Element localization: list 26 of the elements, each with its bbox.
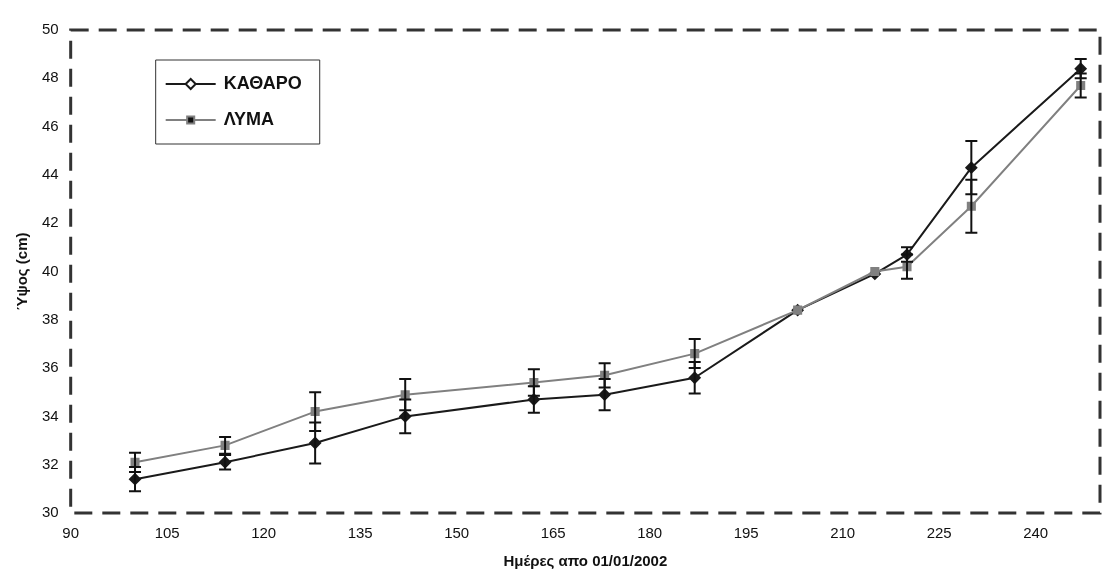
- legend-label: ΛΥΜΑ: [223, 108, 275, 129]
- y-tick-label: 34: [42, 406, 59, 424]
- legend-label: ΚΑΘΑΡΟ: [223, 72, 302, 93]
- x-tick-label: 135: [347, 524, 373, 542]
- x-tick-label: 90: [62, 524, 80, 542]
- y-tick-label: 36: [42, 358, 59, 376]
- x-tick-label: 165: [540, 524, 566, 542]
- y-tick-label: 46: [42, 116, 59, 134]
- x-tick-label: 105: [154, 524, 180, 542]
- x-tick-label: 210: [830, 524, 856, 542]
- x-tick-label: 225: [926, 524, 952, 542]
- x-tick-label: 180: [637, 524, 663, 542]
- y-tick-label: 30: [42, 503, 59, 521]
- x-tick-label: 120: [251, 524, 277, 542]
- y-tick-label: 40: [42, 261, 59, 279]
- y-axis-title: Ύψος (cm): [13, 232, 31, 311]
- y-tick-label: 50: [42, 20, 59, 38]
- x-tick-label: 195: [733, 524, 759, 542]
- y-tick-label: 32: [42, 454, 59, 472]
- y-tick-label: 48: [42, 68, 59, 86]
- x-tick-label: 240: [1023, 524, 1049, 542]
- y-tick-label: 38: [42, 309, 59, 327]
- y-tick-label: 44: [42, 165, 59, 183]
- x-axis-title: Ημέρες απο 01/01/2002: [503, 552, 668, 570]
- y-tick-label: 42: [42, 213, 59, 231]
- x-tick-label: 150: [444, 524, 470, 542]
